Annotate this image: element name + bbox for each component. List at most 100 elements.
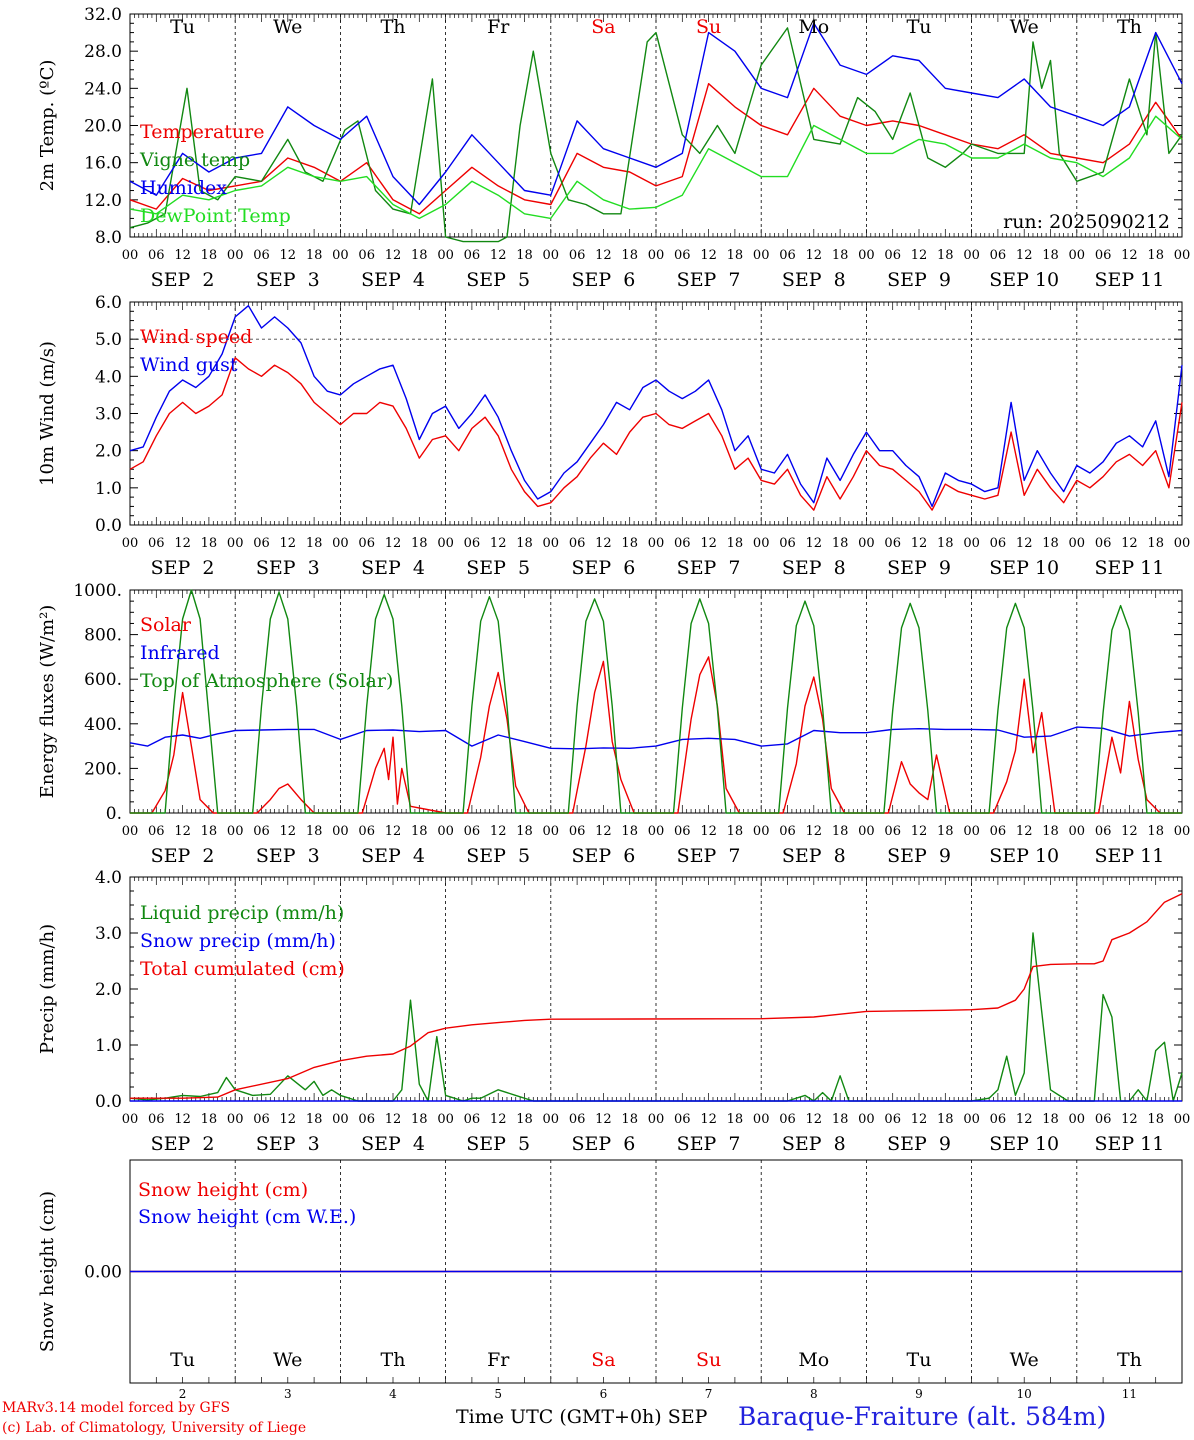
weekday-label-top: Sa [591,16,615,38]
y-tick-label: 12.0 [84,191,122,211]
series-line [129,305,1183,508]
x-hour-label: 06 [569,1112,586,1127]
x-date-label: SEP 5 [466,557,530,579]
x-hour-label: 18 [727,248,744,263]
x-hour-label: 00 [1069,824,1086,839]
x-hour-label: 00 [963,1112,980,1127]
series-line [129,726,1183,750]
legend-entry: Snow precip (mm/h) [140,930,336,952]
x-date-label: SEP 7 [677,1133,741,1155]
x-hour-label: 18 [516,248,533,263]
x-hour-label: 00 [332,1112,349,1127]
day-number-label: 8 [810,1387,818,1401]
x-date-label: SEP 9 [887,269,951,291]
series-line [129,22,1183,206]
y-tick-label: 0.00 [84,1263,122,1283]
x-hour-label: 18 [727,1112,744,1127]
x-date-label: SEP 3 [256,557,320,579]
x-hour-label: 18 [516,824,533,839]
x-hour-label: 12 [806,1112,823,1127]
x-hour-label: 00 [963,248,980,263]
x-hour-label: 00 [543,248,560,263]
weekday-label-top: Mo [798,16,829,38]
x-hour-label: 18 [1042,536,1059,551]
x-hour-label: 00 [648,248,665,263]
weekday-label-bottom: Tu [170,1349,195,1371]
x-hour-label: 06 [779,536,796,551]
x-hour-label: 18 [832,1112,849,1127]
x-hour-label: 12 [595,536,612,551]
x-hour-label: 00 [437,824,454,839]
x-hour-label: 00 [437,1112,454,1127]
x-hour-label: 18 [516,1112,533,1127]
x-hour-label: 18 [1042,1112,1059,1127]
x-hour-label: 00 [753,1112,770,1127]
run-label: run: 2025090212 [1003,211,1170,233]
x-hour-label: 18 [306,824,323,839]
x-hour-label: 06 [990,1112,1007,1127]
x-hour-label: 00 [753,536,770,551]
x-hour-label: 18 [727,536,744,551]
x-date-label: SEP 6 [571,845,635,867]
x-hour-label: 12 [595,248,612,263]
x-date-label: SEP 11 [1094,269,1164,291]
x-hour-label: 18 [937,824,954,839]
legend-entry: Wind gust [140,354,238,376]
x-hour-label: 00 [1174,248,1191,263]
y-tick-label: 800. [84,626,122,646]
y-tick-label: 2.0 [95,442,122,462]
x-hour-label: 06 [674,1112,691,1127]
day-number-label: 4 [389,1387,397,1401]
x-hour-label: 18 [306,1112,323,1127]
y-tick-label: 28.0 [84,42,122,62]
x-hour-label: 00 [1069,536,1086,551]
x-hour-label: 18 [621,536,638,551]
x-hour-label: 06 [569,824,586,839]
x-hour-label: 06 [569,536,586,551]
legend-entry: Humidex [140,177,227,199]
x-hour-label: 00 [1174,536,1191,551]
x-hour-label: 12 [174,536,191,551]
x-hour-label: 12 [806,248,823,263]
day-number-label: 11 [1122,1387,1137,1401]
x-hour-label: 18 [832,248,849,263]
time-axis-unit: Time UTC (GMT+0h) SEP [456,1406,708,1428]
x-hour-label: 00 [753,248,770,263]
x-hour-label: 18 [937,248,954,263]
x-hour-label: 00 [543,824,560,839]
x-hour-label: 18 [1042,248,1059,263]
x-hour-label: 00 [648,536,665,551]
x-date-label: SEP 10 [989,557,1059,579]
weekday-label-top: Fr [487,16,510,38]
x-date-label: SEP 3 [256,269,320,291]
weekday-label-bottom: We [273,1349,302,1371]
x-hour-label: 12 [1016,248,1033,263]
weekday-label-top: We [273,16,302,38]
x-hour-label: 00 [227,1112,244,1127]
y-tick-label: 3.0 [95,924,122,944]
x-date-label: SEP 4 [361,1133,425,1155]
x-hour-label: 18 [201,536,218,551]
x-hour-label: 12 [174,824,191,839]
x-date-label: SEP 4 [361,557,425,579]
x-hour-label: 18 [306,536,323,551]
x-date-label: SEP 9 [887,845,951,867]
x-date-label: SEP 10 [989,269,1059,291]
x-hour-label: 06 [1095,824,1112,839]
x-date-label: SEP 7 [677,269,741,291]
panel-frame-temperature [129,13,1183,238]
weekday-label-bottom: We [1010,1349,1039,1371]
x-hour-label: 18 [621,248,638,263]
x-hour-label: 00 [1069,1112,1086,1127]
x-hour-label: 00 [753,824,770,839]
x-hour-label: 12 [595,824,612,839]
x-hour-label: 18 [411,1112,428,1127]
x-hour-label: 00 [437,248,454,263]
x-date-label: SEP 8 [782,845,846,867]
y-tick-label: 4.0 [95,367,122,387]
x-hour-label: 12 [911,1112,928,1127]
y-tick-label: 600. [84,670,122,690]
x-hour-label: 06 [779,824,796,839]
y-tick-label: 1000. [73,581,122,601]
